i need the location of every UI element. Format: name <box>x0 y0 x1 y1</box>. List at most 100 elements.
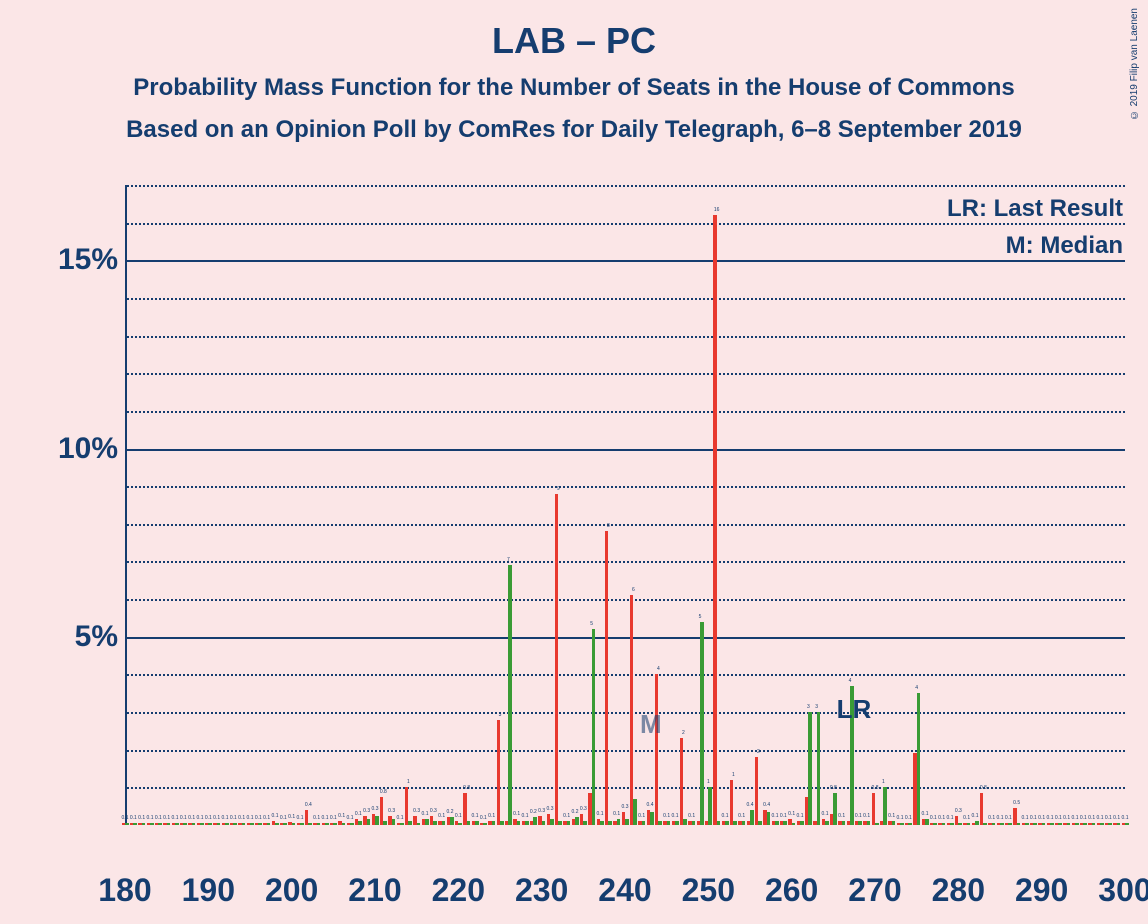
y-axis-line <box>125 185 127 825</box>
bar-green <box>683 819 687 825</box>
bar-value-label: 3 <box>807 704 810 710</box>
x-tick-label: 280 <box>932 872 985 909</box>
bar-green <box>258 823 262 825</box>
gridline <box>127 712 1125 714</box>
bar-red <box>980 793 984 825</box>
bar-green <box>867 821 871 825</box>
bar-red <box>405 787 409 825</box>
bar-value-label: 0.1 <box>397 815 404 821</box>
gridline <box>127 599 1125 601</box>
bar-green <box>125 823 129 825</box>
bar-value-label: 0.1 <box>797 813 804 819</box>
gridline <box>127 411 1125 413</box>
bar-green <box>717 821 721 825</box>
bar-green <box>250 823 254 825</box>
bar-value-label: 0.1 <box>1072 815 1079 821</box>
bar-green <box>700 622 704 825</box>
bar-value-label: 0.2 <box>530 809 537 815</box>
bar-red <box>605 531 609 825</box>
bar-green <box>133 823 137 825</box>
bar-green <box>842 821 846 825</box>
bar-green <box>533 817 537 825</box>
bar-value-label: 0.1 <box>247 815 254 821</box>
bar-value-label: 0.1 <box>172 815 179 821</box>
bar-value-label: 0.2 <box>572 809 579 815</box>
bar-value-label: 0.1 <box>455 813 462 819</box>
bar-green <box>1100 823 1104 825</box>
bar-value-label: 0.1 <box>1105 815 1112 821</box>
bar-value-label: 0.4 <box>763 802 770 808</box>
bar-green <box>692 821 696 825</box>
bar-green <box>508 565 512 825</box>
bar-value-label: 4 <box>849 678 852 684</box>
bar-value-label: 16 <box>714 207 720 213</box>
bar-green <box>1042 823 1046 825</box>
bar-green <box>442 821 446 825</box>
bar-value-label: 0.1 <box>613 811 620 817</box>
bar-green <box>983 823 987 825</box>
bar-value-label: 0.1 <box>297 815 304 821</box>
bar-value-label: 0.3 <box>538 808 545 814</box>
bar-value-label: 0.3 <box>622 804 629 810</box>
bar-green <box>750 810 754 825</box>
bar-value-label: 0.1 <box>255 815 262 821</box>
bar-value-label: 0.1 <box>180 815 187 821</box>
bar-green <box>267 823 271 825</box>
bar-green <box>792 823 796 825</box>
bar-green <box>950 823 954 825</box>
bar-green <box>858 821 862 825</box>
bar-value-label: 0.1 <box>1047 815 1054 821</box>
bar-value-label: 0.1 <box>197 815 204 821</box>
median-marker: M <box>640 709 662 740</box>
bar-red <box>497 720 501 825</box>
bar-green <box>675 821 679 825</box>
bar-green <box>758 821 762 825</box>
bar-value-label: 0.8 <box>830 785 837 791</box>
bar-value-label: 0.1 <box>1022 815 1029 821</box>
bar-value-label: 5 <box>699 614 702 620</box>
bar-green <box>883 787 887 825</box>
bar-value-label: 0.1 <box>122 815 129 821</box>
bar-value-label: 2 <box>682 730 685 736</box>
bar-value-label: 0.1 <box>1055 815 1062 821</box>
bar-value-label: 0.1 <box>897 815 904 821</box>
gridline <box>127 787 1125 789</box>
bar-value-label: 0.2 <box>447 809 454 815</box>
bar-green <box>942 823 946 825</box>
bar-value-label: 0.1 <box>280 815 287 821</box>
bar-green <box>325 823 329 825</box>
bar-green <box>492 821 496 825</box>
bar-green <box>150 823 154 825</box>
gridline <box>127 486 1125 488</box>
x-tick-label: 200 <box>265 872 318 909</box>
bar-green <box>292 823 296 825</box>
bar-value-label: 0.1 <box>597 811 604 817</box>
bar-green <box>617 819 621 825</box>
bar-value-label: 0.1 <box>513 811 520 817</box>
bar-value-label: 0.1 <box>988 815 995 821</box>
bar-green <box>525 821 529 825</box>
gridline <box>127 637 1125 639</box>
x-tick-label: 290 <box>1015 872 1068 909</box>
bar-value-label: 0.1 <box>738 813 745 819</box>
bar-green <box>933 823 937 825</box>
bar-value-label: 0.1 <box>1113 815 1120 821</box>
bar-value-label: 0.1 <box>838 813 845 819</box>
bar-red <box>555 494 559 825</box>
bar-green <box>992 823 996 825</box>
bar-green <box>608 821 612 825</box>
bar-value-label: 0.1 <box>563 813 570 819</box>
bar-value-label: 0.8 <box>463 785 470 791</box>
bar-green <box>775 821 779 825</box>
bar-value-label: 0.3 <box>388 808 395 814</box>
bar-green <box>900 823 904 825</box>
bar-green <box>425 819 429 825</box>
bar-value-label: 0.1 <box>230 815 237 821</box>
bar-value-label: 0.8 <box>980 785 987 791</box>
last-result-marker: LR <box>837 694 872 725</box>
bar-green <box>350 823 354 825</box>
x-tick-label: 260 <box>765 872 818 909</box>
bar-green <box>408 821 412 825</box>
bar-green <box>567 821 571 825</box>
bar-green <box>1050 823 1054 825</box>
